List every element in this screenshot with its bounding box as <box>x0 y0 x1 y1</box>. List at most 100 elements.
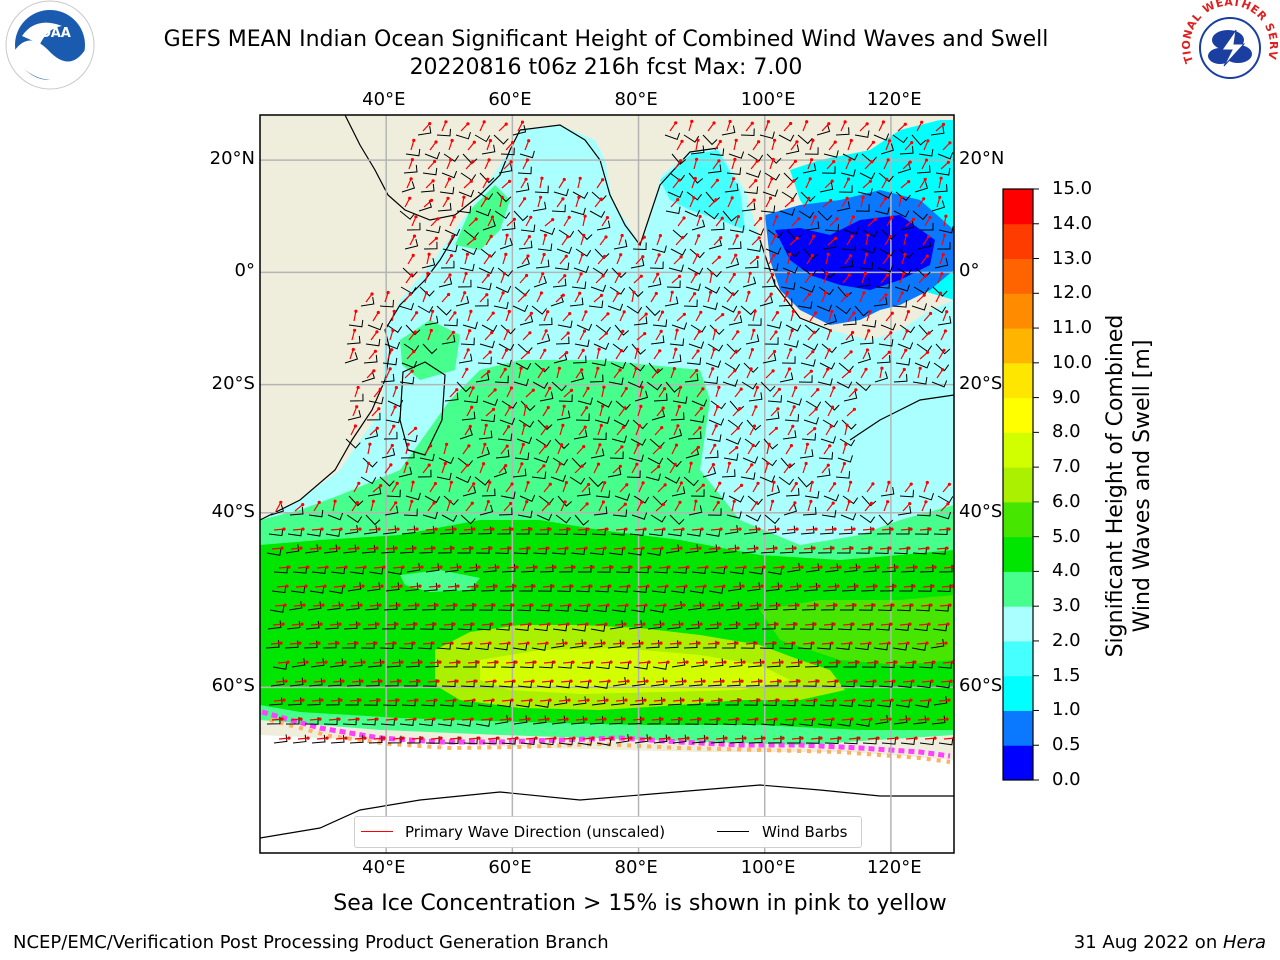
wind-barb <box>515 362 532 370</box>
wind-barb <box>535 603 550 612</box>
wind-barb <box>630 605 646 613</box>
wave-direction-arrow <box>271 718 283 721</box>
wave-direction-arrow <box>677 387 682 398</box>
wave-arrow-head <box>562 177 566 182</box>
wave-arrow-head <box>572 565 576 569</box>
wind-barb <box>512 468 527 478</box>
wave-direction-arrow <box>482 351 491 360</box>
wave-direction-arrow <box>521 604 533 607</box>
wave-arrow-head <box>714 424 718 428</box>
wave-direction-arrow <box>460 292 466 303</box>
wind-barb <box>615 400 631 411</box>
wind-barb <box>856 622 871 631</box>
wave-direction-arrow <box>692 427 701 436</box>
wave-direction-arrow <box>467 483 475 493</box>
wave-direction-arrow <box>859 642 871 645</box>
wave-direction-arrow <box>558 179 565 189</box>
wave-arrow-head <box>420 736 424 740</box>
wind-barb <box>417 641 432 650</box>
wave-arrow-head <box>789 444 794 448</box>
wind-barb <box>821 510 837 518</box>
wave-direction-arrow <box>558 352 568 360</box>
wave-arrow-head <box>847 369 852 373</box>
wind-barb <box>420 525 435 535</box>
wave-direction-arrow <box>465 161 474 170</box>
wave-direction-arrow <box>577 178 581 189</box>
wind-barb <box>569 297 584 307</box>
wind-barb <box>766 153 782 164</box>
wind-barb <box>519 660 534 669</box>
wind-barb <box>479 340 495 349</box>
wave-arrow-head <box>875 660 879 664</box>
wave-direction-arrow <box>502 426 510 436</box>
wave-direction-arrow <box>540 254 545 265</box>
wave-direction-arrow <box>309 718 321 721</box>
wind-barb <box>348 658 363 668</box>
wind-barb <box>627 548 643 556</box>
wave-arrow-head <box>375 717 379 721</box>
wave-arrow-head <box>567 527 571 531</box>
wave-arrow-head <box>640 500 644 504</box>
wave-arrow-head <box>677 274 682 278</box>
wave-arrow-head <box>410 369 414 373</box>
wave-arrow-head <box>750 348 755 352</box>
wave-direction-arrow <box>708 199 717 208</box>
wave-arrow-head <box>866 233 870 237</box>
wind-barb <box>633 662 649 670</box>
wind-barb <box>368 396 384 405</box>
wind-barb <box>900 737 916 745</box>
wave-arrow-head <box>419 660 423 664</box>
wind-barb <box>551 715 566 725</box>
wave-arrow-head <box>795 140 799 144</box>
wind-barb <box>517 166 532 175</box>
wave-arrow-head <box>355 405 359 409</box>
wind-barb <box>841 583 856 592</box>
wave-direction-arrow <box>658 388 666 398</box>
wave-direction-arrow <box>676 313 685 322</box>
wave-direction-arrow <box>542 585 554 588</box>
wave-direction-arrow <box>935 292 942 303</box>
wave-direction-arrow <box>594 547 606 550</box>
wind-barb <box>384 341 401 350</box>
wind-barb <box>386 324 403 333</box>
wave-arrow-head <box>920 120 924 124</box>
wave-arrow-head <box>849 350 853 354</box>
wind-barb <box>346 335 361 345</box>
wind-barb <box>590 284 607 293</box>
wave-arrow-head <box>339 527 343 531</box>
wind-barb <box>748 392 763 402</box>
wave-arrow-head <box>482 462 486 466</box>
wind-barb <box>778 641 793 650</box>
wave-arrow-head <box>757 527 761 531</box>
wave-arrow-head <box>654 291 658 296</box>
wind-barb <box>859 679 874 688</box>
wave-arrow-head <box>733 369 737 373</box>
wind-barb <box>780 282 796 290</box>
wave-direction-arrow <box>410 312 418 322</box>
wind-barb <box>896 603 911 612</box>
wind-barb <box>843 563 858 573</box>
wind-barb <box>482 218 496 231</box>
wave-arrow-head <box>411 480 415 484</box>
wind-barb <box>706 434 722 442</box>
wave-arrow-head <box>572 736 576 740</box>
wind-barb <box>482 563 497 573</box>
wave-direction-arrow <box>840 121 846 132</box>
wave-arrow-head <box>736 215 741 219</box>
lat-tick-right: 20°S <box>959 372 1003 394</box>
wave-direction-arrow <box>574 292 581 303</box>
wind-barb <box>404 582 419 592</box>
wind-barb <box>518 419 535 428</box>
wave-direction-arrow <box>689 197 695 208</box>
wave-direction-arrow <box>715 737 727 740</box>
wave-arrow-head <box>922 197 926 201</box>
wind-barb <box>838 526 853 535</box>
wind-barb <box>765 582 780 592</box>
wind-barb <box>823 494 840 502</box>
wind-barb <box>839 438 856 447</box>
wind-barb <box>327 512 344 521</box>
wave-arrow-head <box>828 444 832 448</box>
wave-arrow-head <box>816 679 820 683</box>
wind-barb <box>725 257 740 269</box>
wind-barb <box>838 185 853 193</box>
